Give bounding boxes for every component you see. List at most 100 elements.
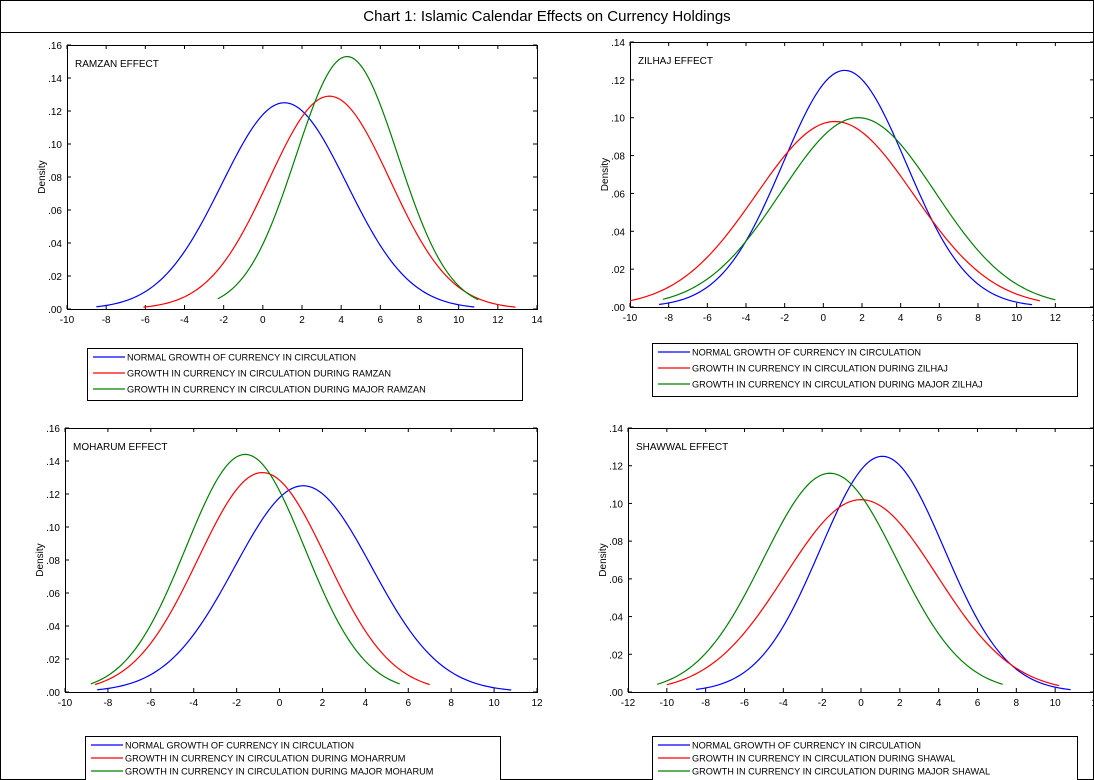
x-tick-label: -6 bbox=[703, 313, 712, 324]
x-tick-label: 6 bbox=[937, 313, 943, 324]
legend: NORMAL GROWTH OF CURRENCY IN CIRCULATION… bbox=[87, 348, 523, 401]
x-tick-label: 10 bbox=[1050, 698, 1062, 709]
x-tick-label: -2 bbox=[780, 313, 789, 324]
y-tick-label: .14 bbox=[46, 457, 60, 468]
legend-box bbox=[85, 736, 501, 780]
y-axis-label: Density bbox=[600, 158, 611, 191]
x-tick-label: 0 bbox=[277, 698, 283, 709]
density-curve-series-1 bbox=[695, 455, 1071, 691]
y-tick-label: .08 bbox=[48, 173, 62, 184]
x-tick-label: -10 bbox=[660, 698, 675, 709]
x-tick-label: -6 bbox=[146, 698, 155, 709]
x-tick-label: 0 bbox=[821, 313, 827, 324]
y-tick-label: .16 bbox=[48, 41, 62, 52]
y-tick-label: .04 bbox=[46, 622, 60, 633]
x-tick-label: -2 bbox=[818, 698, 827, 709]
density-curve-series-3 bbox=[90, 453, 400, 685]
density-curve-series-2 bbox=[143, 95, 516, 308]
x-tick-label: 12 bbox=[1050, 313, 1062, 324]
y-tick-label: .04 bbox=[48, 239, 62, 250]
panel-title: ZILHAJ EFFECT bbox=[638, 56, 713, 67]
x-tick-label: -4 bbox=[742, 313, 751, 324]
x-tick-label: 0 bbox=[858, 698, 864, 709]
x-tick-label: 10 bbox=[489, 698, 501, 709]
x-tick-label: 4 bbox=[898, 313, 904, 324]
x-tick-label: -2 bbox=[232, 698, 241, 709]
density-curve-series-1 bbox=[97, 485, 512, 691]
y-axis-label: Density bbox=[37, 160, 48, 193]
legend-label-series-3: GROWTH IN CURRENCY IN CIRCULATION DURING… bbox=[692, 767, 990, 777]
y-tick-label: .02 bbox=[609, 650, 623, 661]
plot-area-frame bbox=[628, 428, 1094, 693]
x-tick-label: -10 bbox=[60, 315, 75, 326]
y-tick-label: .06 bbox=[48, 206, 62, 217]
x-tick-label: 8 bbox=[1014, 698, 1020, 709]
y-tick-label: .02 bbox=[48, 272, 62, 283]
legend-label-series-1: NORMAL GROWTH OF CURRENCY IN CIRCULATION bbox=[127, 353, 356, 363]
legend-box bbox=[652, 343, 1078, 397]
legend: NORMAL GROWTH OF CURRENCY IN CIRCULATION… bbox=[652, 736, 1078, 780]
y-tick-label: .12 bbox=[48, 107, 62, 118]
y-tick-label: .14 bbox=[611, 38, 625, 49]
y-tick-label: .06 bbox=[46, 589, 60, 600]
y-tick-label: .08 bbox=[609, 537, 623, 548]
x-tick-label: -8 bbox=[102, 315, 111, 326]
plot-area-frame bbox=[65, 428, 538, 693]
x-tick-label: -12 bbox=[621, 698, 636, 709]
legend-label-series-1: NORMAL GROWTH OF CURRENCY IN CIRCULATION bbox=[125, 741, 354, 751]
y-tick-label: .14 bbox=[609, 424, 623, 435]
y-tick-label: .00 bbox=[609, 688, 623, 699]
x-tick-label: 6 bbox=[405, 698, 411, 709]
y-axis-label: Density bbox=[35, 543, 46, 576]
x-tick-label: -2 bbox=[219, 315, 228, 326]
panel-title: RAMZAN EFFECT bbox=[75, 59, 159, 70]
x-tick-label: 0 bbox=[260, 315, 266, 326]
x-tick-label: -8 bbox=[103, 698, 112, 709]
x-tick-label: 6 bbox=[975, 698, 981, 709]
plot-area-frame bbox=[67, 45, 538, 310]
x-tick-label: -4 bbox=[189, 698, 198, 709]
x-tick-label: 14 bbox=[531, 315, 543, 326]
chart-panel-3: .00 .02 .04 .06 .08 .10 .12 .14 .16 -10 -8 -6 -4 -2 0 2… bbox=[35, 424, 543, 780]
legend-label-series-1: NORMAL GROWTH OF CURRENCY IN CIRCULATION bbox=[692, 348, 921, 358]
density-curve-series-3 bbox=[662, 117, 1056, 301]
legend: NORMAL GROWTH OF CURRENCY IN CIRCULATION… bbox=[652, 343, 1078, 397]
legend-label-series-2: GROWTH IN CURRENCY IN CIRCULATION DURING… bbox=[125, 754, 405, 764]
y-tick-label: .06 bbox=[611, 189, 625, 200]
x-tick-label: -4 bbox=[779, 698, 788, 709]
y-tick-label: .10 bbox=[46, 523, 60, 534]
x-tick-label: 8 bbox=[448, 698, 454, 709]
x-tick-label: 12 bbox=[492, 315, 504, 326]
x-tick-label: 10 bbox=[1011, 313, 1023, 324]
y-tick-label: .02 bbox=[46, 655, 60, 666]
x-tick-label: -6 bbox=[141, 315, 150, 326]
y-axis-label: Density bbox=[598, 543, 609, 576]
chart-panel-1: .00 .02 .04 .06 .08 .10 .12 .14 .16 -10 -8 -6 -4 -2 0 2… bbox=[37, 41, 543, 401]
y-tick-label: .12 bbox=[609, 462, 623, 473]
y-tick-label: .10 bbox=[611, 114, 625, 125]
y-tick-label: .12 bbox=[46, 490, 60, 501]
plot-area-frame bbox=[630, 42, 1094, 308]
y-tick-label: .00 bbox=[46, 688, 60, 699]
panel-title: MOHARUM EFFECT bbox=[73, 442, 167, 453]
x-tick-label: -10 bbox=[58, 698, 73, 709]
x-tick-label: 12 bbox=[531, 698, 543, 709]
density-curve-series-2 bbox=[629, 120, 1040, 302]
y-tick-label: .10 bbox=[609, 499, 623, 510]
y-tick-label: .10 bbox=[48, 140, 62, 151]
density-curve-series-2 bbox=[666, 499, 1060, 687]
x-tick-label: 4 bbox=[338, 315, 344, 326]
x-tick-label: -6 bbox=[740, 698, 749, 709]
density-curve-series-1 bbox=[96, 102, 475, 308]
y-tick-label: .08 bbox=[611, 152, 625, 163]
y-tick-label: .08 bbox=[46, 556, 60, 567]
x-tick-label: -10 bbox=[623, 313, 638, 324]
x-tick-label: 8 bbox=[417, 315, 423, 326]
x-tick-label: 2 bbox=[859, 313, 865, 324]
x-tick-label: 1 bbox=[1091, 698, 1094, 709]
x-tick-label: 2 bbox=[320, 698, 326, 709]
legend-box bbox=[87, 348, 523, 401]
x-tick-label: 10 bbox=[453, 315, 465, 326]
y-tick-label: .00 bbox=[48, 305, 62, 316]
